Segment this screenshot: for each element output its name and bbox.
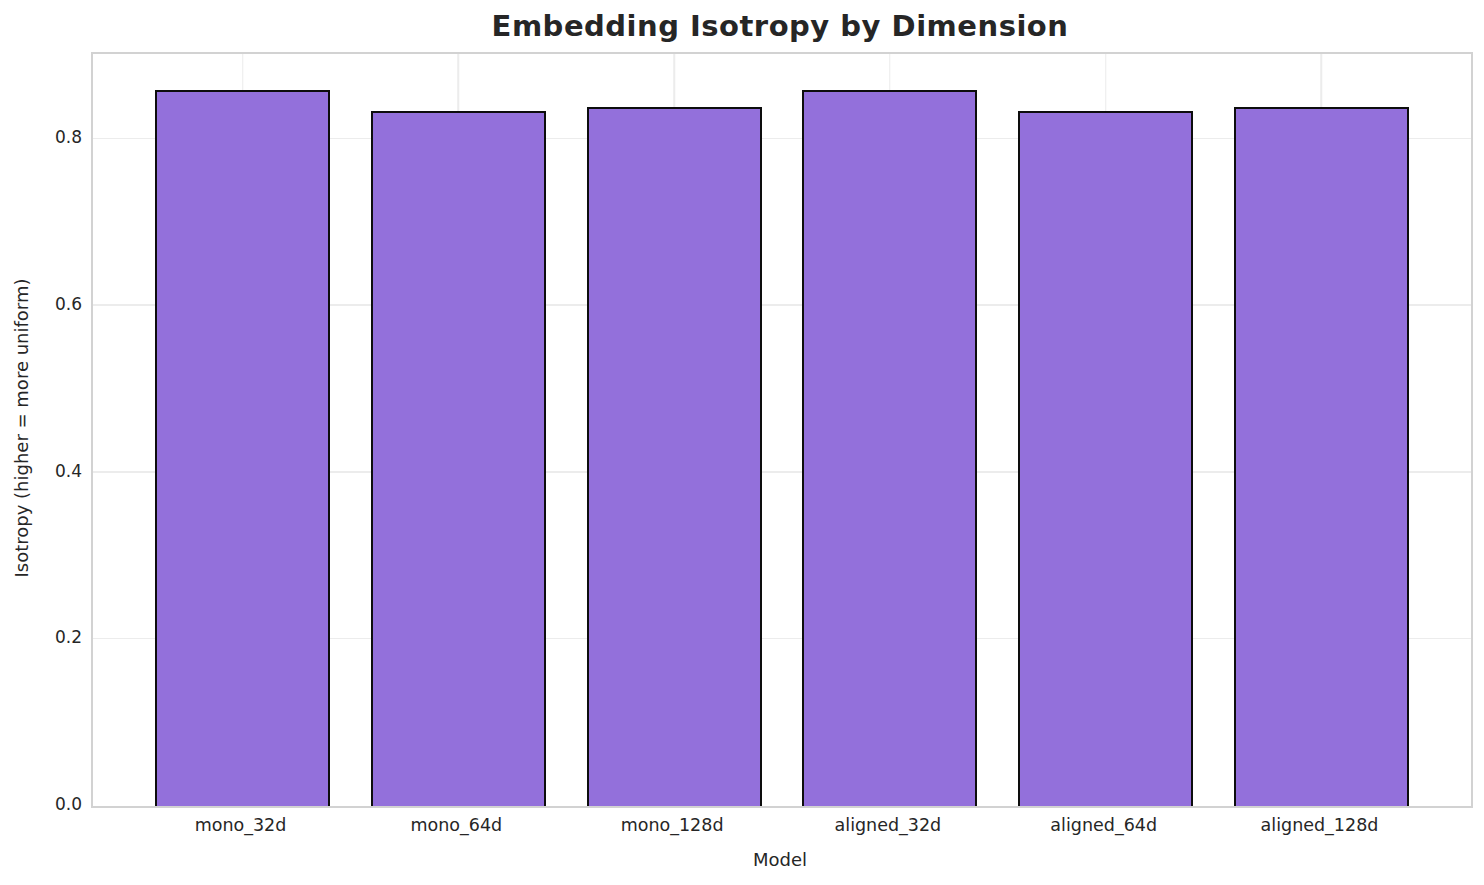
x-tick-label-mono_32d: mono_32d [195,817,287,835]
y-tick-label-0.4: 0.4 [20,462,82,479]
bar-mono_64d [371,111,546,806]
chart-figure: Embedding Isotropy by Dimension Isotropy… [0,0,1484,885]
bar-aligned_128d [1234,107,1409,806]
y-tick-label-0.6: 0.6 [20,295,82,312]
plot-area [91,52,1473,808]
chart-title: Embedding Isotropy by Dimension [91,9,1469,43]
x-axis-label: Model [91,849,1469,870]
x-tick-label-mono_128d: mono_128d [621,817,724,835]
bar-aligned_32d [802,90,977,806]
bar-mono_128d [587,107,762,806]
y-tick-label-0.0: 0.0 [20,796,82,813]
x-tick-label-aligned_64d: aligned_64d [1050,817,1157,835]
bar-aligned_64d [1018,111,1193,806]
y-axis-label: Isotropy (higher = more uniform) [10,268,34,588]
y-tick-label-0.8: 0.8 [20,129,82,146]
x-tick-label-aligned_128d: aligned_128d [1261,817,1379,835]
x-tick-label-aligned_32d: aligned_32d [835,817,942,835]
bar-mono_32d [155,90,330,806]
y-tick-label-0.2: 0.2 [20,629,82,646]
x-tick-label-mono_64d: mono_64d [410,817,502,835]
